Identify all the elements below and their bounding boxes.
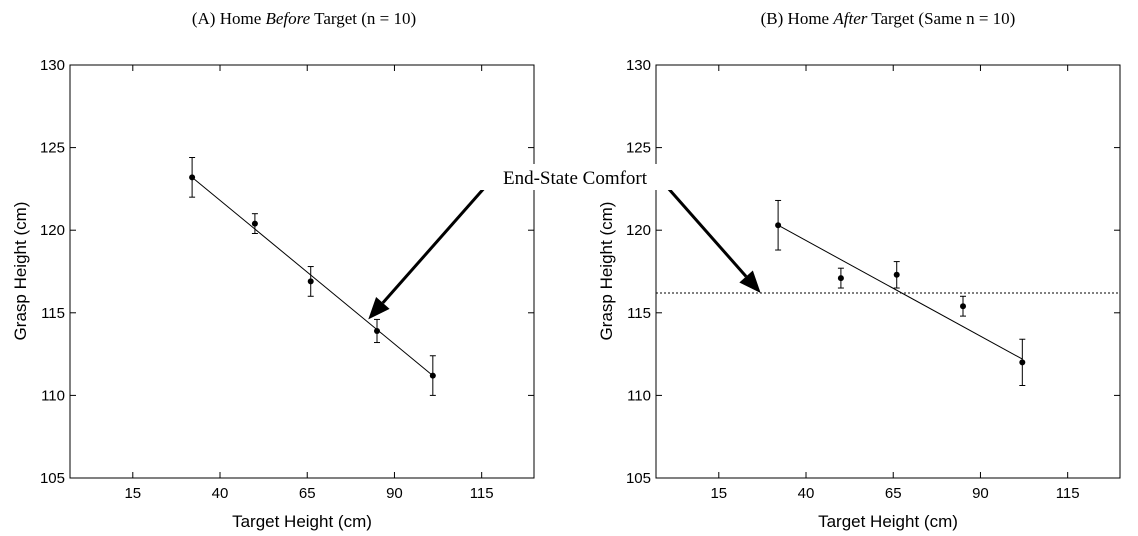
y-tick-label: 105 [626,470,651,487]
arrow-panel-b-shaft [666,187,748,278]
y-tick-label: 125 [40,140,65,157]
annotation-label-background [472,164,677,190]
panel-a-title: (A) Home Before Target (n = 10) [192,9,416,28]
x-tick-label: 65 [299,485,316,502]
panel-a-x-axis-label: Target Height (cm) [232,512,372,531]
data-point [251,220,258,227]
panel-b-y-axis: 105 110 115 120 125 130 [626,57,1120,487]
x-tick-label: 40 [212,485,229,502]
y-tick-label: 120 [40,222,65,239]
x-tick-label: 15 [710,485,727,502]
fit-line [191,176,434,376]
x-tick-label: 40 [798,485,815,502]
annotation-label: End-State Comfort [503,168,648,189]
data-point [429,372,436,379]
data-point [1019,359,1026,366]
panel-a-y-axis-label: Grasp Height (cm) [11,202,30,341]
fit-line [777,224,1023,360]
panel-a-x-axis: 15 40 65 90 115 [124,65,494,502]
y-tick-label: 110 [627,387,651,404]
panel-a-plot-frame [69,64,535,479]
panel-b-x-axis: 15 40 65 90 115 [710,65,1080,502]
panel-b-marks [656,199,1120,386]
y-tick-label: 110 [41,387,65,404]
panel-a-y-axis: 105 110 115 120 125 130 [40,57,534,487]
x-tick-label: 115 [1056,485,1080,502]
y-tick-label: 125 [626,140,651,157]
data-point [307,278,314,285]
arrow-panel-a-head [368,296,390,320]
y-tick-label: 130 [40,57,65,74]
panel-b-plot-frame [655,64,1121,479]
data-point [189,174,196,181]
y-tick-label: 115 [627,305,651,322]
panel-a-marks [189,157,436,396]
end-state-comfort-annotation: End-State Comfort [368,164,761,320]
panel-b-y-axis-label: Grasp Height (cm) [597,202,616,341]
x-tick-label: 15 [124,485,141,502]
y-tick-label: 120 [626,222,651,239]
data-point [893,271,900,278]
arrow-panel-b-head [739,270,761,293]
x-tick-label: 90 [386,485,403,502]
x-tick-label: 65 [885,485,902,502]
data-point [960,303,967,310]
y-tick-label: 115 [41,305,65,322]
panel-b: (B) Home After Target (Same n = 10) 1051… [597,9,1121,531]
x-tick-label: 115 [470,485,494,502]
panel-b-x-axis-label: Target Height (cm) [818,512,958,531]
y-tick-label: 105 [40,470,65,487]
data-point [775,222,782,229]
x-tick-label: 90 [972,485,989,502]
data-point [374,327,381,334]
panel-a: (A) Home Before Target (n = 10) 105 110 11… [11,9,535,531]
y-tick-label: 130 [626,57,651,74]
panel-b-title: (B) Home After Target (Same n = 10) [761,9,1016,28]
annotation-arrows [368,185,761,320]
arrow-panel-a-shaft [381,185,488,304]
data-point [837,275,844,282]
